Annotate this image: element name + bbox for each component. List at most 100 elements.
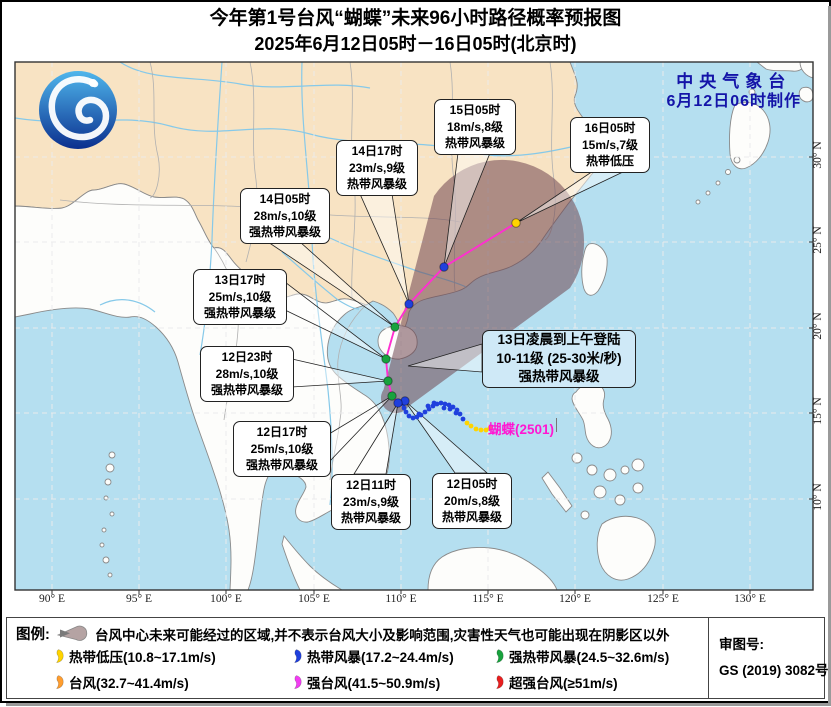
forecast-track-point — [439, 262, 449, 272]
legend-title: 图例: — [16, 627, 50, 643]
ts-symbol-icon — [294, 649, 302, 663]
ty-symbol-icon — [56, 675, 64, 689]
approval-label: 审图号: — [719, 637, 764, 652]
lon-label: 90° E — [39, 593, 65, 605]
sumatra-island — [281, 535, 343, 590]
legend-item-label: 台风(32.7~41.4m/s) — [69, 676, 189, 691]
callout-line: 10-11级 (25-30米/秒) — [496, 350, 622, 366]
storm-label-tick — [556, 418, 557, 432]
lon-label: 115° E — [472, 593, 504, 605]
observed-track-point — [431, 400, 437, 406]
map-frame — [14, 61, 814, 591]
observed-track-point — [416, 411, 422, 417]
figure-shadow-bottom — [6, 703, 831, 706]
legend-item-label: 超强台风(≥51m/s) — [509, 676, 618, 691]
observed-track-point — [473, 426, 479, 432]
callout-line: 28m/s,10级 — [253, 208, 317, 223]
palawan-island — [541, 471, 573, 513]
forecast-track-point — [387, 391, 397, 401]
lat-label: 15° N — [812, 397, 824, 425]
callout-line: 热带风暴级 — [444, 136, 505, 151]
lon-label: 105° E — [298, 593, 330, 605]
legend-item-label: 热带风暴(17.2~24.4m/s) — [307, 650, 454, 665]
observed-track-point — [464, 420, 470, 426]
legend-item-ts: 热带风暴(17.2~24.4m/s) — [291, 646, 454, 666]
callout-line: 15日05时 — [449, 103, 501, 118]
legend-item-super: 超强台风(≥51m/s) — [493, 672, 618, 692]
observed-track-point — [410, 415, 416, 421]
forecast-track-point — [511, 218, 521, 228]
probability-cone — [380, 159, 585, 414]
taiwan-island — [581, 243, 608, 296]
callout-line: 13日17时 — [214, 273, 266, 288]
observed-track-point — [438, 400, 444, 406]
lon-label: 95° E — [126, 593, 152, 605]
dp-symbol-icon — [56, 649, 64, 663]
lon-label: 125° E — [647, 593, 679, 605]
callout-line: 强热带风暴级 — [248, 225, 321, 240]
callout-line: 25m/s,10级 — [250, 441, 314, 456]
typhoon-track — [381, 218, 521, 433]
callout-line: 强热带风暴级 — [245, 458, 318, 473]
lon-label: 130° E — [734, 593, 766, 605]
callout-d12h17: 12日17时 25m/s,10级 强热带风暴级 — [233, 421, 331, 477]
callout-d12h23: 12日23时 28m/s,10级 强热带风暴级 — [200, 346, 294, 402]
legend-divider — [708, 618, 709, 698]
approval-number: GS (2019) 3082号 — [719, 663, 829, 678]
callout-d12h11: 12日11时 23m/s,9级 热带风暴级 — [331, 474, 411, 530]
storm-name-label: 蝴蝶(2501) — [488, 422, 555, 437]
forecast-track-point — [390, 322, 400, 332]
callout-line: 16日05时 — [584, 121, 636, 136]
callout-line: 20m/s,8级 — [443, 493, 501, 508]
agency-name: 中央气象台 — [676, 72, 792, 91]
callout-line: 25m/s,10级 — [208, 289, 272, 304]
callout-line: 热带风暴级 — [346, 177, 407, 192]
forecast-track-point — [404, 299, 414, 309]
callout-line: 热带低压 — [585, 154, 634, 169]
agency-issued: 6月12日06时制作 — [666, 93, 801, 110]
callout-line: 热带风暴级 — [340, 511, 401, 526]
legend-item-label: 强台风(41.5~50.9m/s) — [307, 676, 441, 691]
lon-label: 120° E — [559, 593, 591, 605]
legend-item-label: 强热带风暴(24.5~32.6m/s) — [509, 650, 670, 665]
lon-label: 100° E — [210, 593, 242, 605]
observed-track-point — [460, 416, 466, 422]
lat-label: 25° N — [812, 226, 824, 254]
callout-d13h17: 13日17时 25m/s,10级 强热带风暴级 — [193, 269, 287, 325]
super-symbol-icon — [496, 675, 504, 689]
observed-track-point — [442, 401, 448, 407]
callout-line: 热带风暴级 — [441, 510, 502, 525]
observed-track-point — [441, 405, 447, 411]
callout-line: 14日17时 — [351, 144, 403, 159]
callout-line: 12日05时 — [446, 477, 498, 492]
title-line2: 2025年6月12日05时－16日05时(北京时) — [254, 34, 577, 54]
callout-line: 12日17时 — [256, 425, 308, 440]
callout-line: 强热带风暴级 — [518, 369, 600, 385]
forecast-track-point — [383, 376, 393, 386]
observed-track-point — [483, 427, 489, 433]
lon-label: 110° E — [385, 593, 417, 605]
map-approval-number: 审图号: GS (2019) 3082号 — [719, 632, 829, 684]
legend: 图例: 台风中心未来可能经过的区域,并不表示台风大小及影响范围,灾害性天气也可能… — [6, 617, 829, 699]
forecast-track-point — [393, 398, 403, 408]
legend-item-dp: 热带低压(10.8~17.1m/s) — [53, 646, 216, 666]
observed-track-point — [453, 410, 459, 416]
callout-d12h05: 12日05时 20m/s,8级 热带风暴级 — [432, 473, 512, 529]
forecast-track-point — [381, 354, 391, 364]
callout-landfall: 13日凌晨到上午登陆 10-11级 (25-30米/秒) 强热带风暴级 — [482, 330, 636, 388]
callout-line: 23m/s,9级 — [348, 160, 406, 175]
legend-item-sty: 强台风(41.5~50.9m/s) — [291, 672, 440, 692]
observed-track-point — [401, 405, 407, 411]
callout-line: 12日23时 — [221, 350, 273, 365]
lat-label: 30° N — [812, 141, 824, 169]
callout-d14h17: 14日17时 23m/s,9级 热带风暴级 — [336, 140, 418, 196]
sty-symbol-icon — [294, 675, 302, 689]
figure-title: 今年第1号台风“蝴蝶”未来96小时路径概率预报图 2025年6月12日05时－1… — [0, 6, 831, 57]
callout-line: 13日凌晨到上午登陆 — [497, 332, 621, 348]
title-line1: 今年第1号台风“蝴蝶”未来96小时路径概率预报图 — [209, 8, 622, 29]
legend-cone-text: 台风中心未来可能经过的区域,并不表示台风大小及影响范围,灾害性天气也可能出现在阴… — [95, 628, 670, 643]
axis-ticks — [51, 156, 813, 594]
agency-stamp: 中央气象台 6月12日06时制作 — [667, 72, 802, 112]
lat-label: 20° N — [812, 312, 824, 340]
